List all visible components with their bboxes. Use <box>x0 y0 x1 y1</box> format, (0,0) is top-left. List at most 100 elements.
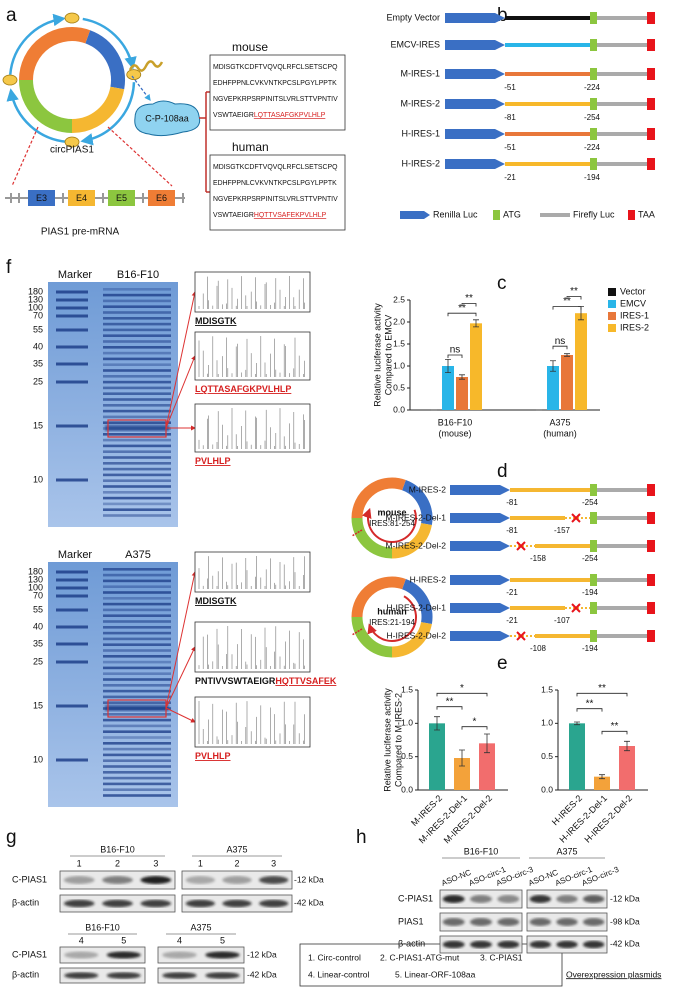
ladder-band <box>56 362 88 366</box>
sample-band <box>103 649 171 652</box>
cell-label: B16-F10 <box>100 844 135 854</box>
x-tick-label: B16-F10 <box>438 417 473 427</box>
ladder-label: 100 <box>28 302 43 312</box>
sample-band <box>103 765 171 768</box>
size-label: -98 kDa <box>610 916 640 926</box>
significance-bracket <box>461 303 477 307</box>
error-bar <box>445 359 451 373</box>
position-label: -108 <box>530 644 547 653</box>
sequence-line: MDISGTKCDFTVQVQLRFCLSETSCPQ <box>213 164 338 171</box>
firefly-luc <box>597 102 647 106</box>
legend-label: ATG <box>503 209 521 219</box>
y-tick-label: 1.0 <box>393 360 405 370</box>
legend-taa <box>628 210 635 220</box>
ladder-label: 70 <box>33 310 43 320</box>
exon <box>108 190 135 206</box>
lane-number: 1 <box>198 858 203 868</box>
construct-name: H-IRES-1 <box>401 128 440 138</box>
peptide-part: PNTIVVSWTAEIGR <box>195 676 276 686</box>
blot-band <box>162 972 197 979</box>
peptide-part: MDISGTK <box>195 596 237 606</box>
sequence-highlight: LQTTASAFGKPVLHLP <box>254 112 326 119</box>
sample-band <box>103 747 171 751</box>
blot-band <box>470 940 492 949</box>
blot-band <box>205 972 240 979</box>
sample-band <box>103 317 171 320</box>
ires <box>510 606 565 610</box>
sequence-part: VSWTAEIGR <box>213 112 254 119</box>
sample-band <box>103 568 171 571</box>
ladder-label: 55 <box>33 324 43 334</box>
atg <box>590 540 597 552</box>
sample-band <box>103 713 171 716</box>
taa <box>647 98 655 110</box>
ladder-band <box>56 424 88 428</box>
blot-band <box>497 940 520 949</box>
sample-band <box>103 363 171 366</box>
intron-mark <box>18 193 20 203</box>
firefly-luc <box>597 16 647 20</box>
peptide-label: LQTTASAFGKPVLHLP <box>195 384 291 394</box>
sample-band <box>103 369 171 372</box>
sample-band <box>103 299 171 303</box>
sample-band <box>103 602 171 606</box>
blot-band <box>205 951 240 959</box>
legend-atg <box>493 210 500 220</box>
deletion-mark <box>516 541 526 551</box>
sample-band <box>103 660 171 664</box>
blot <box>157 946 245 964</box>
exon-label: E6 <box>156 193 167 203</box>
significance-bracket <box>576 692 628 697</box>
construct-name: M-IRES-2 <box>400 98 440 108</box>
significance-label: ** <box>611 721 619 732</box>
row-label: β-actin <box>12 969 39 979</box>
position-label: -157 <box>554 526 571 535</box>
lane-label: Marker <box>58 549 93 561</box>
circ-label: circPIAS1 <box>50 145 94 156</box>
atg <box>590 484 597 496</box>
significance-label: ** <box>563 296 571 307</box>
lane-number: 2 <box>115 858 120 868</box>
atg <box>590 158 597 170</box>
bar <box>479 743 495 790</box>
construct-name: H-IRES-2-Del-1 <box>386 602 446 612</box>
sample-band <box>103 346 171 349</box>
ladder-label: 40 <box>33 621 43 631</box>
blot-band <box>162 951 197 959</box>
sequence-line: VSWTAEIGRHQTTVSAFEKPVLHLP <box>213 212 327 219</box>
legend-label: TAA <box>638 209 655 219</box>
significance-bracket <box>601 730 628 735</box>
sample-band <box>103 322 171 326</box>
peptide-part: PVLHLP <box>195 751 231 761</box>
intron-mark <box>142 193 144 203</box>
ladder-band <box>56 758 88 762</box>
error-bar <box>434 716 440 731</box>
circle-species: human <box>377 606 407 616</box>
construct-name: H-IRES-2 <box>410 574 447 584</box>
peptide-part: LQTTASAFGKPVLHLP <box>195 384 291 394</box>
intron-mark <box>182 193 184 203</box>
lane-label: A375 <box>125 549 151 561</box>
ribosome <box>126 69 142 80</box>
sample-band <box>103 579 171 583</box>
sample-band <box>103 736 171 739</box>
sample-band <box>103 473 171 477</box>
cell-label: B16-F10 <box>85 922 120 932</box>
species-label: mouse <box>232 40 268 54</box>
blot-band <box>259 876 289 884</box>
size-label: -12 kDa <box>610 893 640 903</box>
blot-band <box>442 895 465 903</box>
lane-number: 5 <box>220 935 225 945</box>
intron-mark <box>10 193 12 203</box>
blot-band <box>470 918 492 926</box>
position-label: -51 <box>504 83 516 92</box>
construct-name: M-IRES-2-Del-2 <box>386 540 447 550</box>
significance-bracket <box>436 706 463 710</box>
sample-band <box>103 573 171 577</box>
significance-label: * <box>460 683 464 694</box>
sample-band <box>103 794 171 797</box>
panel-label: b <box>497 5 508 26</box>
blot-band <box>63 899 95 908</box>
circ-segment <box>391 621 432 658</box>
blot-band <box>442 918 465 926</box>
